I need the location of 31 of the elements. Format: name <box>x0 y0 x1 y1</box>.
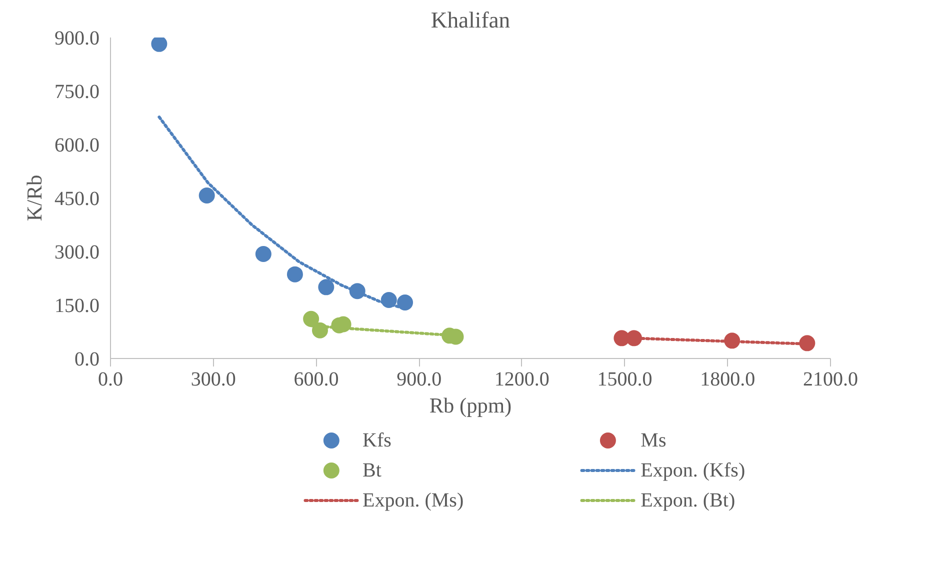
x-tick-label: 1500.0 <box>597 368 652 390</box>
y-axis-title: K/Rb <box>22 174 46 222</box>
x-tick-label: 1800.0 <box>700 368 756 390</box>
legend-label: Kfs <box>362 430 392 452</box>
x-tick-label: 1200.0 <box>494 368 550 390</box>
y-tick-label: 750.0 <box>54 81 100 103</box>
point <box>318 279 334 296</box>
legend-label: Expon. (Bt) <box>640 490 736 512</box>
y-tick-label: 0.0 <box>74 348 100 370</box>
y-tick-label: 300.0 <box>54 242 100 264</box>
point <box>397 294 414 310</box>
x-tick-label: 0.0 <box>98 368 123 390</box>
legend-label: Ms <box>640 430 666 452</box>
point <box>303 310 320 327</box>
point <box>151 38 168 52</box>
x-tick-label: 600.0 <box>294 368 339 390</box>
y-tick-label: 150.0 <box>54 295 100 317</box>
point <box>255 246 272 262</box>
point <box>198 188 215 204</box>
point <box>286 266 303 282</box>
x-tick-label: 900.0 <box>396 368 442 390</box>
y-tick-label: 450.0 <box>54 188 100 210</box>
y-tick-label: 600.0 <box>54 134 100 156</box>
legend-label: Bt <box>362 460 382 482</box>
chart-title: Khalifan <box>430 8 510 32</box>
legend-label: Expon. (Kfs) <box>640 460 746 482</box>
x-tick-label: 2100.0 <box>803 368 858 390</box>
x-tick-label: 300.0 <box>190 368 236 390</box>
x-axis-title: Rb (ppm) <box>429 394 512 418</box>
y-tick-label: 900.0 <box>54 28 100 50</box>
legend-label: Expon. (Ms) <box>362 490 464 512</box>
